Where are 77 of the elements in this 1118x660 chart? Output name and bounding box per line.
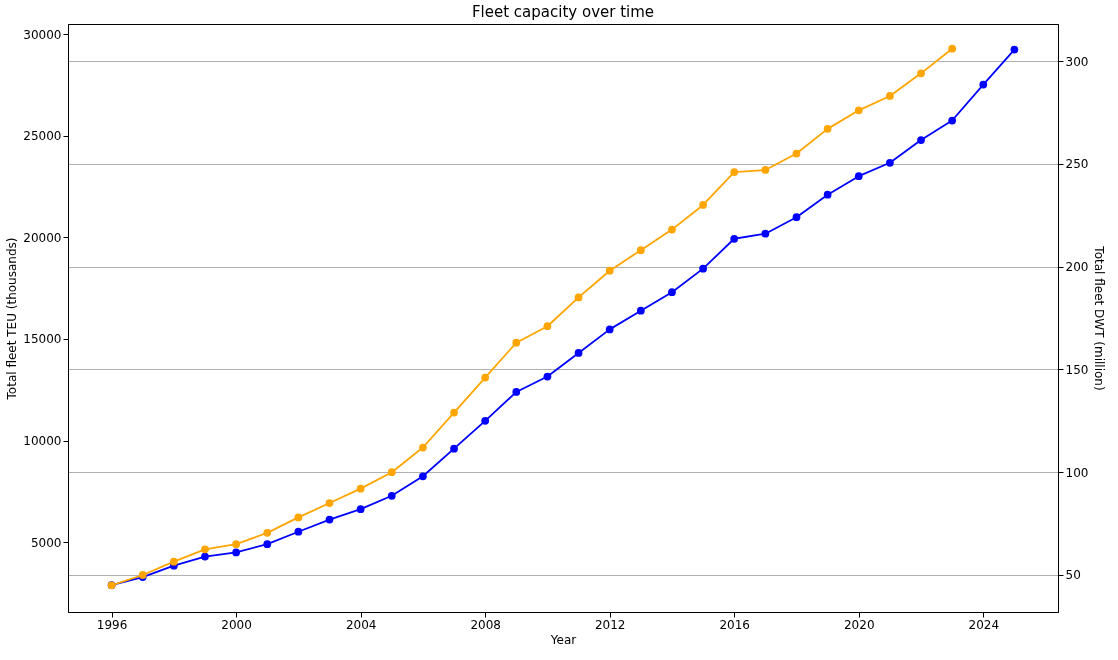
x-axis-title: Year [549, 632, 577, 647]
y-tick-label: 5000 [30, 535, 62, 550]
point [917, 136, 925, 144]
y2-axis-title: Total fleet DWT (million) [1092, 245, 1107, 391]
x-tick-label: 2012 [594, 617, 626, 632]
point [387, 468, 396, 477]
point [574, 349, 583, 357]
point [823, 190, 832, 199]
y2-tick-label: 150 [1065, 362, 1089, 377]
point [917, 69, 925, 78]
point [979, 80, 988, 89]
point [636, 306, 645, 315]
chart-title: Fleet capacity over time [471, 3, 655, 21]
point [730, 234, 739, 243]
y2-tick-label: 300 [1065, 54, 1089, 69]
point [668, 225, 676, 234]
x-tick-label: 2008 [470, 617, 501, 632]
y-tick-label: 10000 [23, 434, 62, 449]
point [450, 408, 458, 417]
point [232, 548, 240, 557]
point [543, 372, 552, 381]
point [605, 325, 614, 334]
point [699, 264, 707, 273]
point [792, 213, 801, 222]
y-tick-label: 25000 [23, 129, 62, 144]
point [761, 166, 770, 174]
y-tick-label: 30000 [23, 27, 62, 42]
point [1010, 45, 1019, 54]
x-tick-label: 2020 [843, 617, 875, 632]
x-tick-label: 2000 [221, 617, 252, 632]
y2-tick-label: 50 [1065, 568, 1081, 583]
point [761, 229, 770, 238]
point [201, 552, 209, 561]
point [263, 540, 272, 548]
y2-tick-label: 200 [1065, 260, 1089, 275]
point [387, 491, 396, 500]
point [854, 172, 863, 181]
point [823, 124, 832, 133]
point [699, 201, 707, 209]
point [730, 168, 739, 176]
point [169, 557, 178, 566]
y2-tick-label: 100 [1065, 465, 1089, 480]
point [574, 293, 583, 302]
point [948, 116, 957, 125]
point [356, 505, 365, 514]
point [668, 288, 676, 297]
point [886, 92, 894, 100]
y2-tick-label: 250 [1065, 157, 1089, 172]
point [294, 527, 303, 536]
x-tick-label: 1996 [96, 617, 128, 632]
point [543, 322, 552, 331]
point [325, 515, 334, 524]
y-axis-title: Total fleet TEU (thousands) [5, 237, 20, 401]
point [201, 545, 209, 554]
x-tick-label: 2016 [719, 617, 750, 632]
point [512, 338, 521, 347]
point [263, 528, 272, 537]
point [294, 513, 303, 522]
y-tick-label: 20000 [23, 230, 62, 245]
point [886, 158, 894, 167]
point [481, 373, 490, 382]
point [512, 388, 521, 396]
x-tick-label: 2004 [345, 617, 377, 632]
y-tick-label: 15000 [23, 332, 62, 347]
point [419, 443, 427, 452]
point [450, 444, 458, 453]
point [481, 416, 490, 425]
point [854, 106, 863, 115]
point [232, 540, 240, 549]
point [636, 246, 645, 255]
point [792, 149, 801, 158]
point [605, 266, 614, 275]
point [325, 499, 334, 507]
point [356, 484, 365, 493]
point [948, 44, 957, 53]
point [419, 472, 427, 481]
x-tick-label: 2024 [968, 617, 1000, 632]
